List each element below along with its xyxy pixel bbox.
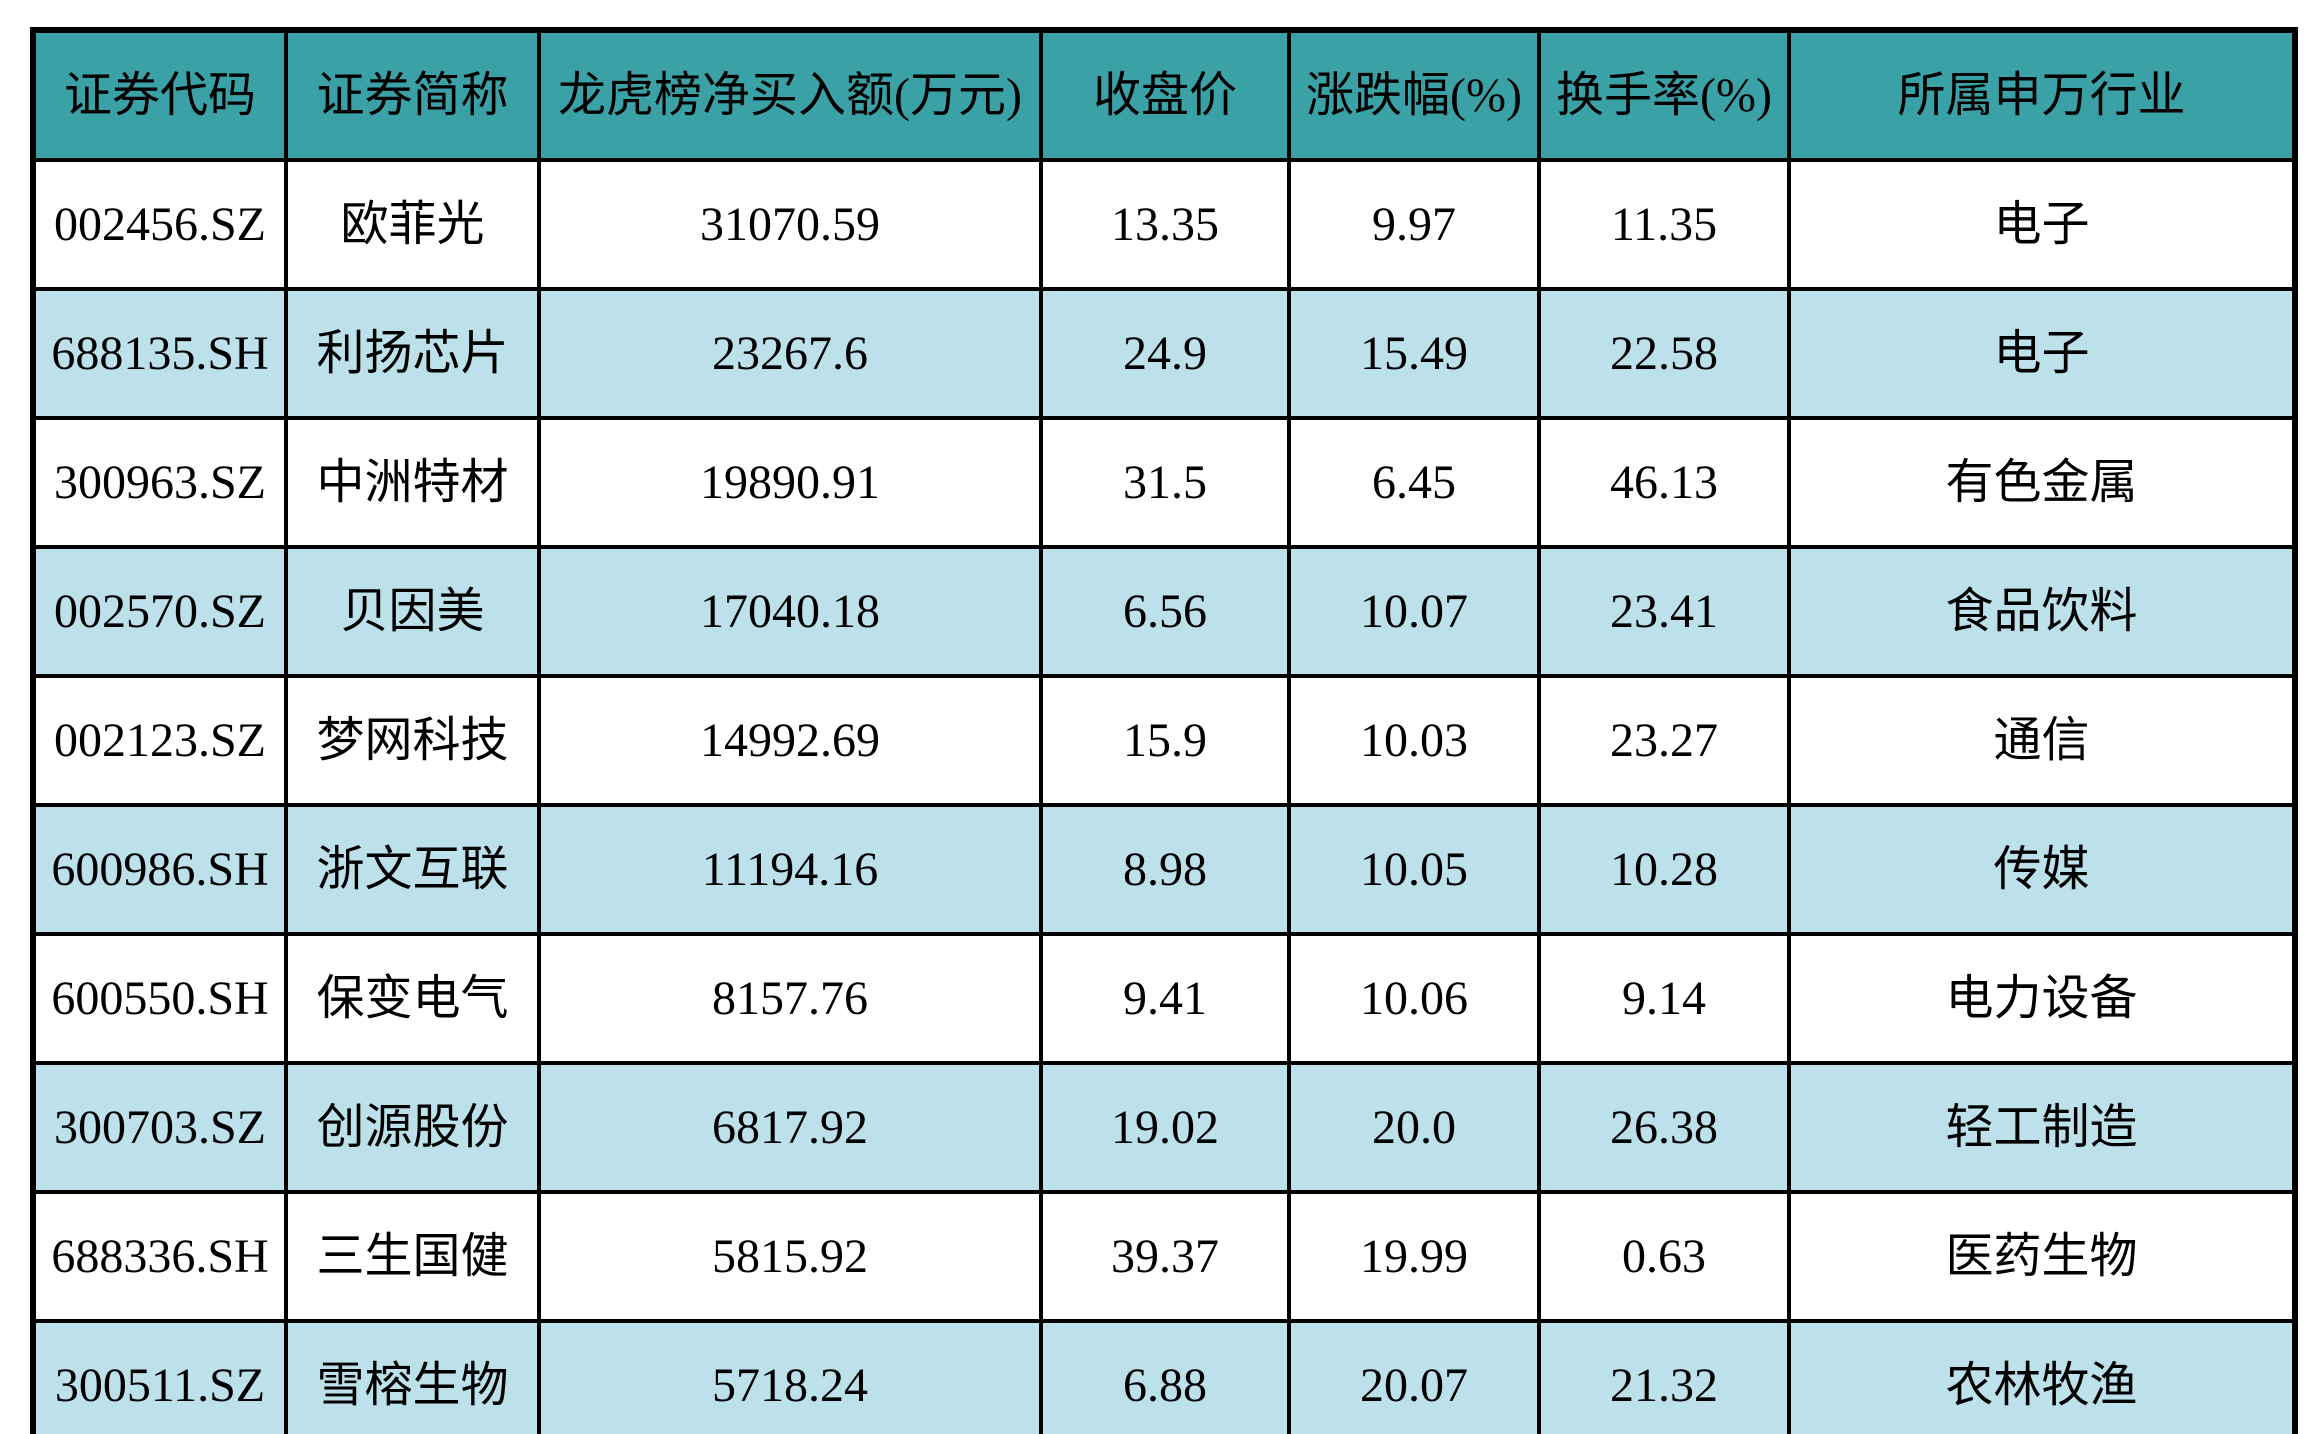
cell-industry: 医药生物 (1787, 1190, 2297, 1323)
cell-net-buy: 17040.18 (537, 545, 1043, 678)
cell-net-buy: 6817.92 (537, 1061, 1043, 1194)
cell-net-buy: 11194.16 (537, 803, 1043, 936)
cell-code: 300703.SZ (31, 1061, 288, 1194)
cell-change-pct: 10.06 (1287, 932, 1541, 1065)
column-header-name: 证券简称 (284, 28, 541, 162)
cell-code: 688336.SH (31, 1190, 288, 1323)
cell-name: 梦网科技 (284, 674, 541, 807)
column-header-change-pct: 涨跌幅(%) (1287, 28, 1541, 162)
cell-turnover-rate: 9.14 (1537, 932, 1791, 1065)
cell-industry: 电子 (1787, 287, 2297, 420)
cell-close-price: 8.98 (1039, 803, 1291, 936)
cell-change-pct: 10.03 (1287, 674, 1541, 807)
cell-industry: 食品饮料 (1787, 545, 2297, 678)
cell-change-pct: 20.07 (1287, 1319, 1541, 1434)
cell-code: 002456.SZ (31, 158, 288, 291)
table-row: 600550.SH 保变电气 8157.76 9.41 10.06 9.14 电力设备 (31, 932, 2297, 1065)
table-row: 688336.SH 三生国健 5815.92 39.37 19.99 0.63 医药生物 (31, 1190, 2297, 1323)
cell-turnover-rate: 46.13 (1537, 416, 1791, 549)
cell-industry: 农林牧渔 (1787, 1319, 2297, 1434)
cell-code: 600550.SH (31, 932, 288, 1065)
cell-net-buy: 23267.6 (537, 287, 1043, 420)
cell-close-price: 13.35 (1039, 158, 1291, 291)
table-row: 002456.SZ 欧菲光 31070.59 13.35 9.97 11.35 电子 (31, 158, 2297, 291)
cell-turnover-rate: 23.41 (1537, 545, 1791, 678)
table-row: 300511.SZ 雪榕生物 5718.24 6.88 20.07 21.32 农林牧渔 (31, 1319, 2297, 1434)
cell-change-pct: 6.45 (1287, 416, 1541, 549)
table-row: 002123.SZ 梦网科技 14992.69 15.9 10.03 23.27 通信 (31, 674, 2297, 807)
table-header-row: 证券代码 证券简称 龙虎榜净买入额(万元) 收盘价 涨跌幅(%) 换手率(%) … (31, 28, 2297, 162)
table-row: 300703.SZ 创源股份 6817.92 19.02 20.0 26.38 轻工制造 (31, 1061, 2297, 1194)
table-row: 300963.SZ 中洲特材 19890.91 31.5 6.45 46.13 有色金属 (31, 416, 2297, 549)
column-header-turnover-rate: 换手率(%) (1537, 28, 1791, 162)
cell-code: 002123.SZ (31, 674, 288, 807)
column-header-net-buy: 龙虎榜净买入额(万元) (537, 28, 1043, 162)
cell-close-price: 6.88 (1039, 1319, 1291, 1434)
dragon-tiger-net-buy-table: 证券代码 证券简称 龙虎榜净买入额(万元) 收盘价 涨跌幅(%) 换手率(%) … (30, 27, 2298, 1434)
column-header-industry: 所属申万行业 (1787, 28, 2297, 162)
cell-net-buy: 8157.76 (537, 932, 1043, 1065)
cell-turnover-rate: 22.58 (1537, 287, 1791, 420)
cell-industry: 电力设备 (1787, 932, 2297, 1065)
cell-industry: 轻工制造 (1787, 1061, 2297, 1194)
cell-net-buy: 5718.24 (537, 1319, 1043, 1434)
cell-name: 创源股份 (284, 1061, 541, 1194)
cell-turnover-rate: 21.32 (1537, 1319, 1791, 1434)
column-header-close-price: 收盘价 (1039, 28, 1291, 162)
cell-close-price: 19.02 (1039, 1061, 1291, 1194)
cell-name: 三生国健 (284, 1190, 541, 1323)
cell-turnover-rate: 11.35 (1537, 158, 1791, 291)
cell-change-pct: 9.97 (1287, 158, 1541, 291)
cell-industry: 通信 (1787, 674, 2297, 807)
cell-change-pct: 10.05 (1287, 803, 1541, 936)
cell-close-price: 39.37 (1039, 1190, 1291, 1323)
table-row: 600986.SH 浙文互联 11194.16 8.98 10.05 10.28 传媒 (31, 803, 2297, 936)
cell-net-buy: 5815.92 (537, 1190, 1043, 1323)
cell-change-pct: 20.0 (1287, 1061, 1541, 1194)
table-body: 002456.SZ 欧菲光 31070.59 13.35 9.97 11.35 电子 6881… (31, 158, 2297, 1434)
cell-name: 保变电气 (284, 932, 541, 1065)
cell-industry: 有色金属 (1787, 416, 2297, 549)
cell-net-buy: 14992.69 (537, 674, 1043, 807)
cell-code: 688135.SH (31, 287, 288, 420)
cell-close-price: 6.56 (1039, 545, 1291, 678)
cell-code: 002570.SZ (31, 545, 288, 678)
cell-net-buy: 19890.91 (537, 416, 1043, 549)
cell-turnover-rate: 10.28 (1537, 803, 1791, 936)
cell-code: 300963.SZ (31, 416, 288, 549)
cell-code: 600986.SH (31, 803, 288, 936)
cell-close-price: 31.5 (1039, 416, 1291, 549)
table-row: 002570.SZ 贝因美 17040.18 6.56 10.07 23.41 食品饮料 (31, 545, 2297, 678)
cell-turnover-rate: 0.63 (1537, 1190, 1791, 1323)
cell-net-buy: 31070.59 (537, 158, 1043, 291)
cell-name: 中洲特材 (284, 416, 541, 549)
cell-close-price: 9.41 (1039, 932, 1291, 1065)
cell-change-pct: 15.49 (1287, 287, 1541, 420)
cell-close-price: 24.9 (1039, 287, 1291, 420)
cell-turnover-rate: 23.27 (1537, 674, 1791, 807)
cell-name: 浙文互联 (284, 803, 541, 936)
cell-name: 贝因美 (284, 545, 541, 678)
cell-name: 利扬芯片 (284, 287, 541, 420)
cell-close-price: 15.9 (1039, 674, 1291, 807)
cell-industry: 传媒 (1787, 803, 2297, 936)
cell-code: 300511.SZ (31, 1319, 288, 1434)
table-row: 688135.SH 利扬芯片 23267.6 24.9 15.49 22.58 电子 (31, 287, 2297, 420)
cell-name: 欧菲光 (284, 158, 541, 291)
cell-name: 雪榕生物 (284, 1319, 541, 1434)
cell-turnover-rate: 26.38 (1537, 1061, 1791, 1194)
cell-change-pct: 10.07 (1287, 545, 1541, 678)
cell-industry: 电子 (1787, 158, 2297, 291)
cell-change-pct: 19.99 (1287, 1190, 1541, 1323)
column-header-code: 证券代码 (31, 28, 288, 162)
